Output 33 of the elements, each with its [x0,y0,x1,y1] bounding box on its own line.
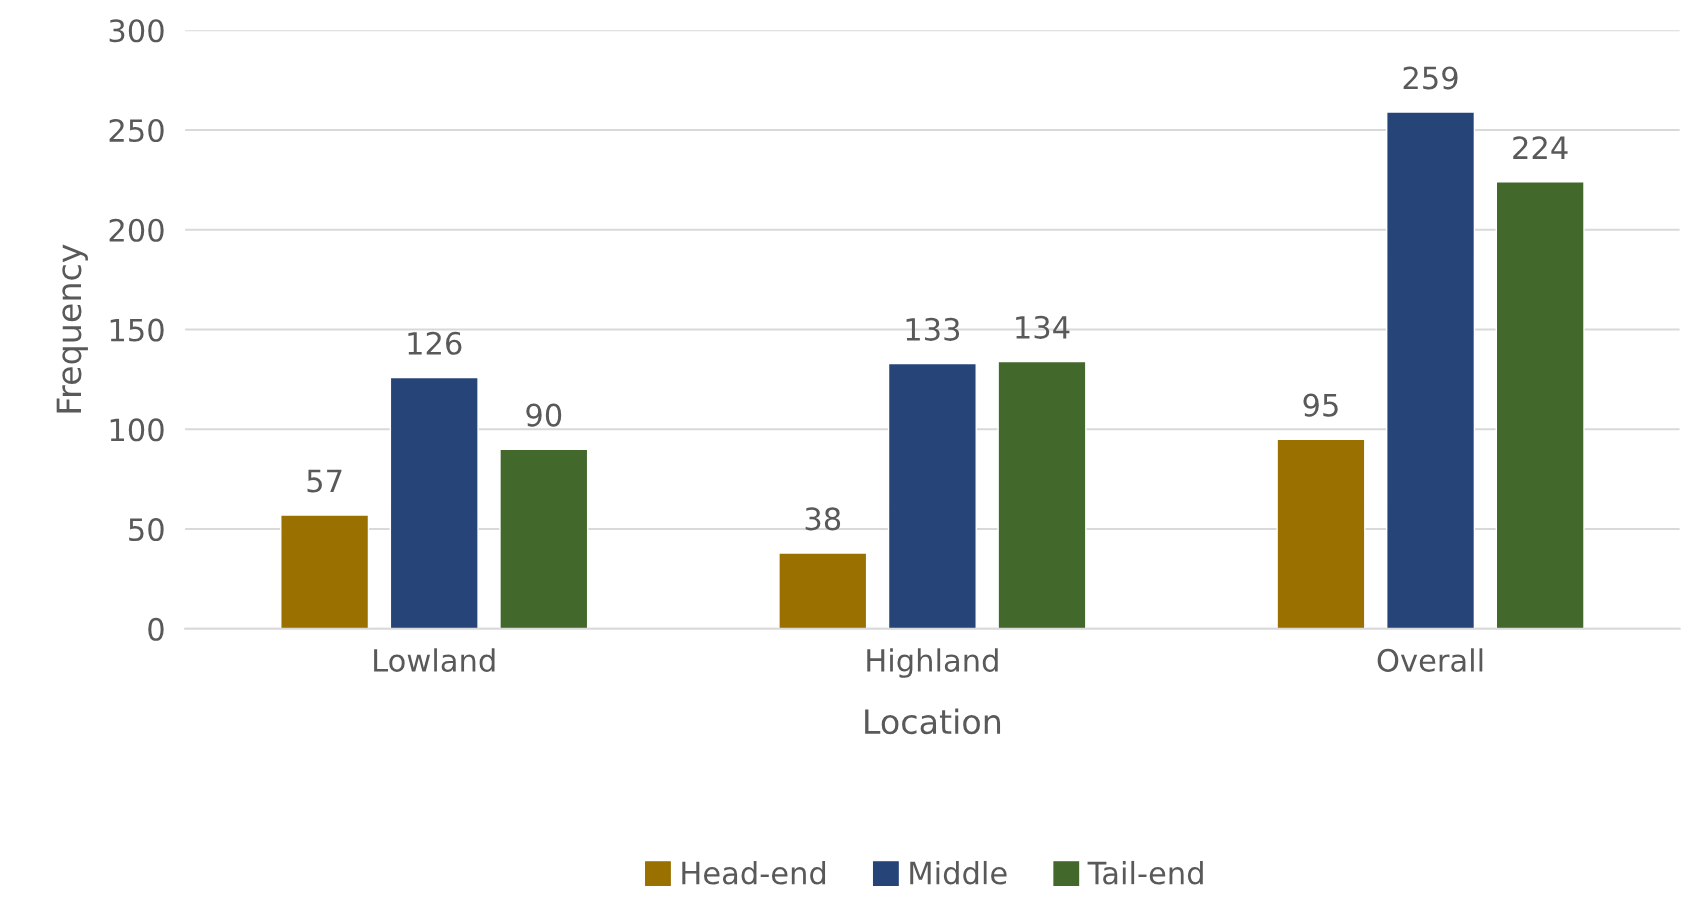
bar [1386,111,1476,629]
y-tick-label: 200 [109,218,164,242]
x-tick-label: Highland [867,648,998,678]
legend-label: Tail-end [1087,860,1203,885]
bar [997,360,1087,629]
bar [280,514,370,629]
data-label: 134 [1016,315,1070,339]
y-tick-label: 0 [148,617,164,641]
legend-label: Head-end [682,860,826,885]
y-tick-label: 100 [110,418,164,442]
data-label: 126 [408,331,462,355]
data-label: 95 [1303,393,1338,417]
y-tick-label: 300 [109,19,164,43]
data-label: 57 [307,469,342,493]
bar [887,362,977,629]
data-label: 224 [1513,136,1568,159]
data-label: 38 [805,507,841,531]
data-label: 133 [906,317,960,341]
y-tick-label: 250 [109,118,164,143]
y-tick-label: 50 [129,518,164,542]
y-axis-title: Frequency [56,244,88,413]
bar [778,552,868,629]
x-tick-label: Lowland [374,648,495,672]
data-label: 90 [526,403,562,427]
legend-label: Middle [910,860,1007,885]
y-tick-label: 150 [110,318,164,342]
x-tick-label: Overall [1377,648,1483,672]
bar [1495,181,1585,629]
bar [499,448,589,629]
x-axis-title: Location [865,708,1001,735]
bar [389,376,479,629]
data-label: 259 [1403,66,1458,90]
bar [1276,438,1366,629]
